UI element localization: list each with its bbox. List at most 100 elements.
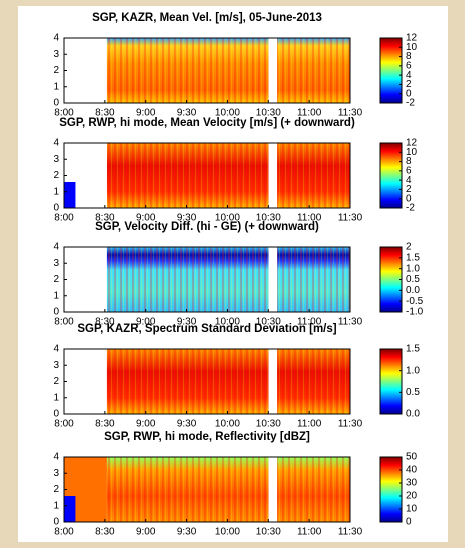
y-tick-label: 2 <box>53 484 59 495</box>
colorbar <box>379 456 403 523</box>
y-tick-label: 1 <box>53 392 59 403</box>
x-tick-label: 8:30 <box>95 527 115 538</box>
colorbar <box>379 348 403 415</box>
colorbar-tick-label: 12 <box>406 33 418 44</box>
x-tick-label: 9:00 <box>136 213 156 224</box>
colorbar-tick-label: 2 <box>406 242 412 253</box>
y-tick-label: 3 <box>53 258 59 269</box>
colorbar-tick-label: 10 <box>406 147 418 158</box>
y-tick-label: 3 <box>53 468 59 479</box>
data-gap <box>268 457 278 522</box>
x-tick-label: 8:30 <box>95 317 115 328</box>
x-tick-label: 11:00 <box>297 527 322 538</box>
y-tick-label: 1 <box>53 81 59 92</box>
panel-title: SGP, RWP, hi mode, Reflectivity [dBZ] <box>104 431 310 443</box>
x-tick-label: 11:30 <box>338 213 363 224</box>
colorbar-tick-label: 12 <box>406 138 418 149</box>
data-gap <box>268 247 278 312</box>
data-gap <box>268 349 278 414</box>
y-tick-label: 2 <box>53 274 59 285</box>
x-tick-label: 10:00 <box>215 527 240 538</box>
y-tick-label: 0 <box>53 307 59 318</box>
colorbar-tick-label: 40 <box>406 465 418 476</box>
y-tick-label: 0 <box>53 517 59 528</box>
y-tick-label: 1 <box>53 186 59 197</box>
y-tick-label: 3 <box>53 49 59 60</box>
colorbar-tick-label: 4 <box>406 70 412 81</box>
x-tick-label: 8:00 <box>54 317 74 328</box>
panel-title: SGP, Velocity Diff. (hi - GE) (+ downwar… <box>95 221 319 233</box>
x-tick-label: 8:30 <box>95 108 115 119</box>
x-tick-label: 10:00 <box>215 213 240 224</box>
colorbar-tick-label: 8 <box>406 156 412 167</box>
y-tick-label: 4 <box>53 33 59 44</box>
panel-title: SGP, KAZR, Mean Vel. [m/s], 05-June-2013 <box>92 12 322 24</box>
colorbar-tick-label: 1.0 <box>406 263 420 274</box>
y-tick-label: 4 <box>53 138 59 149</box>
colorbar-tick-label: 10 <box>406 504 418 515</box>
x-tick-label: 8:00 <box>54 108 74 119</box>
colorbar-tick-label: 0.5 <box>406 274 420 285</box>
y-tick-label: 3 <box>53 154 59 165</box>
y-tick-label: 4 <box>53 452 59 463</box>
x-tick-label: 8:00 <box>54 213 74 224</box>
x-tick-label: 9:00 <box>136 317 156 328</box>
y-tick-label: 1 <box>53 290 59 301</box>
colorbar-tick-label: 50 <box>406 452 418 463</box>
colorbar-tick-label: 0.0 <box>406 285 420 296</box>
y-tick-label: 3 <box>53 360 59 371</box>
colorbar-tick-label: 0 <box>406 517 412 528</box>
x-tick-label: 11:00 <box>297 108 322 119</box>
y-tick-label: 0 <box>53 203 59 214</box>
y-tick-label: 4 <box>53 344 59 355</box>
x-tick-label: 11:00 <box>297 213 322 224</box>
y-tick-label: 1 <box>53 500 59 511</box>
x-tick-label: 11:00 <box>297 419 322 430</box>
y-tick-label: 2 <box>53 65 59 76</box>
colorbar-tick-label: 30 <box>406 478 418 489</box>
x-tick-label: 9:00 <box>136 527 156 538</box>
colorbar-tick-label: 10 <box>406 42 418 53</box>
panel-title: SGP, KAZR, Spectrum Standard Deviation [… <box>77 323 336 335</box>
colorbar <box>379 246 403 313</box>
x-tick-label: 9:00 <box>136 419 156 430</box>
x-tick-label: 9:30 <box>177 419 197 430</box>
colorbar-tick-label: -1.0 <box>406 307 424 318</box>
colorbar-tick-label: 0.5 <box>406 387 420 398</box>
x-tick-label: 10:00 <box>215 419 240 430</box>
x-tick-label: 8:00 <box>54 419 74 430</box>
x-tick-label: 9:00 <box>136 108 156 119</box>
early-blue <box>64 182 76 208</box>
x-tick-label: 11:30 <box>338 527 363 538</box>
y-tick-label: 2 <box>53 170 59 181</box>
colorbar-tick-label: 4 <box>406 175 412 186</box>
colorbar-tick-label: 20 <box>406 491 418 502</box>
heatmap-texture <box>106 143 351 208</box>
y-tick-label: 0 <box>53 409 59 420</box>
y-tick-label: 0 <box>53 98 59 109</box>
colorbar-tick-label: 8 <box>406 51 412 62</box>
x-tick-label: 9:30 <box>177 108 197 119</box>
x-tick-label: 10:30 <box>256 317 281 328</box>
colorbar-tick-label: -2 <box>406 98 415 109</box>
x-tick-label: 8:30 <box>95 213 115 224</box>
x-tick-label: 10:30 <box>256 213 281 224</box>
colorbar-tick-label: 1.5 <box>406 344 420 355</box>
x-tick-label: 8:30 <box>95 419 115 430</box>
panel-title: SGP, RWP, hi mode, Mean Velocity [m/s] (… <box>59 117 355 129</box>
colorbar-tick-label: 1.0 <box>406 365 420 376</box>
colorbar-tick-label: 0 <box>406 193 412 204</box>
x-tick-label: 11:30 <box>338 108 363 119</box>
colorbar-tick-label: 1.5 <box>406 252 420 263</box>
heatmap-texture <box>106 247 351 312</box>
y-tick-label: 2 <box>53 376 59 387</box>
x-tick-label: 10:30 <box>256 419 281 430</box>
colorbar-tick-label: 0.0 <box>406 409 420 420</box>
colorbar-tick-label: 2 <box>406 184 412 195</box>
x-tick-label: 9:30 <box>177 527 197 538</box>
colorbar-tick-label: -2 <box>406 203 415 214</box>
data-gap <box>268 38 278 103</box>
x-tick-label: 8:00 <box>54 527 74 538</box>
